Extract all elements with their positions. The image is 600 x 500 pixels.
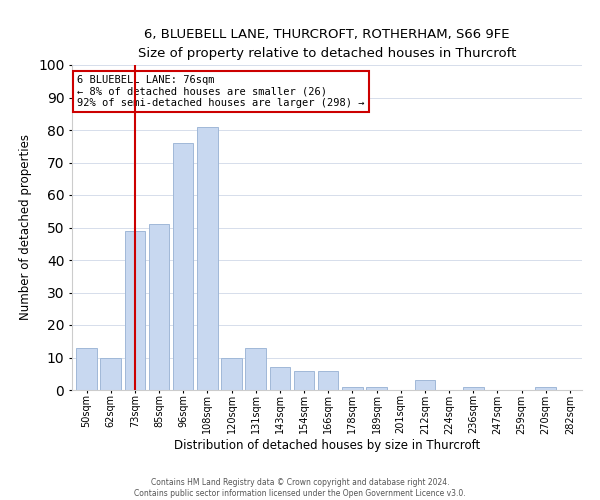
- Bar: [173, 143, 193, 390]
- Text: 6 BLUEBELL LANE: 76sqm
← 8% of detached houses are smaller (26)
92% of semi-deta: 6 BLUEBELL LANE: 76sqm ← 8% of detached …: [77, 74, 365, 108]
- Bar: [125, 231, 145, 390]
- Bar: [221, 358, 242, 390]
- Title: 6, BLUEBELL LANE, THURCROFT, ROTHERHAM, S66 9FE
Size of property relative to det: 6, BLUEBELL LANE, THURCROFT, ROTHERHAM, …: [138, 28, 516, 60]
- Text: Contains HM Land Registry data © Crown copyright and database right 2024.
Contai: Contains HM Land Registry data © Crown c…: [134, 478, 466, 498]
- Bar: [245, 348, 266, 390]
- Bar: [269, 367, 290, 390]
- Bar: [535, 387, 556, 390]
- Bar: [415, 380, 435, 390]
- Bar: [294, 370, 314, 390]
- Bar: [318, 370, 338, 390]
- Y-axis label: Number of detached properties: Number of detached properties: [19, 134, 32, 320]
- Bar: [197, 126, 218, 390]
- Bar: [366, 387, 387, 390]
- Bar: [76, 348, 97, 390]
- Bar: [149, 224, 169, 390]
- Bar: [100, 358, 121, 390]
- Bar: [342, 387, 362, 390]
- X-axis label: Distribution of detached houses by size in Thurcroft: Distribution of detached houses by size …: [174, 439, 480, 452]
- Bar: [463, 387, 484, 390]
